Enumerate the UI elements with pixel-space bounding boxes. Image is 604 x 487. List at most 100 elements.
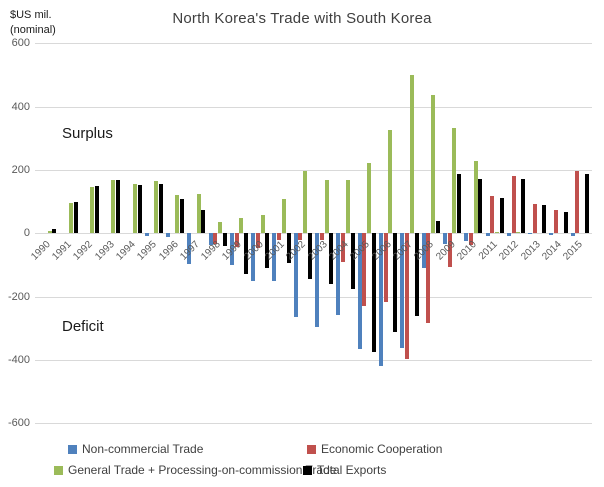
legend-label-total-exports: Total Exports: [317, 463, 387, 477]
bar-2005-series3: [371, 233, 376, 352]
bar-1995-series0: [144, 233, 149, 237]
gridline: [35, 296, 592, 298]
bar-2004-series0: [336, 233, 341, 315]
bar-2000-series0: [251, 233, 256, 281]
bar-2010-series3: [478, 178, 483, 234]
bar-1997-series2: [196, 194, 201, 234]
y-axis-tick-label: -600: [7, 417, 30, 430]
bar-2005-series1: [362, 233, 367, 307]
legend-swatch-non-commercial: [68, 445, 77, 454]
bar-2011-series3: [499, 198, 504, 234]
bar-1999-series2: [239, 218, 244, 234]
bar-2009-series3: [457, 173, 462, 234]
bar-2015-series1: [575, 170, 580, 234]
bar-2008-series3: [435, 220, 440, 234]
bar-1996-series3: [180, 198, 185, 234]
bar-2001-series3: [286, 233, 291, 264]
bar-2006-series3: [393, 233, 398, 332]
bar-1996-series2: [175, 195, 180, 234]
bar-2002-series0: [293, 233, 298, 318]
legend-item-general-trade: General Trade + Processing-on-commission…: [54, 463, 336, 477]
bar-1995-series2: [154, 180, 158, 234]
bar-1993-series2: [111, 180, 116, 234]
bar-2012-series3: [521, 179, 525, 234]
y-axis-unit-label: $US mil. (nominal): [10, 8, 56, 38]
y-axis-unit-line2: (nominal): [10, 24, 56, 36]
bar-2008-series0: [421, 233, 426, 269]
chart-title: North Korea's Trade with South Korea: [172, 10, 432, 27]
legend-label-non-commercial: Non-commercial Trade: [82, 442, 204, 456]
y-axis-tick-label: 600: [11, 37, 30, 50]
bar-2012-series0: [506, 233, 511, 236]
bar-1991-series2: [68, 203, 73, 234]
y-axis-tick-label: -400: [7, 353, 30, 366]
bar-1990-series2: [47, 230, 52, 234]
bar-2002-series3: [307, 233, 312, 280]
bar-2013-series3: [542, 205, 547, 234]
x-axis-line: [35, 233, 592, 235]
bar-2000-series2: [260, 214, 265, 234]
y-axis-tick-label: -200: [7, 290, 30, 303]
deficit-annotation: Deficit: [62, 318, 104, 335]
bar-2007-series1: [405, 233, 409, 360]
legend-swatch-economic-cooperation: [307, 445, 316, 454]
bar-2015-series3: [584, 174, 589, 234]
bar-1997-series3: [201, 209, 206, 234]
bar-1990-series3: [52, 229, 57, 234]
legend-item-non-commercial: Non-commercial Trade: [68, 442, 203, 456]
bar-1993-series3: [116, 179, 121, 234]
gridline: [35, 170, 592, 171]
bar-1996-series0: [165, 233, 170, 238]
surplus-annotation: Surplus: [62, 125, 113, 142]
bar-2011-series0: [485, 233, 490, 236]
y-axis-unit-line1: $US mil.: [10, 9, 52, 21]
bar-2012-series1: [511, 176, 516, 234]
bar-1997-series0: [187, 233, 192, 265]
bar-2001-series1: [277, 233, 282, 240]
bar-2006-series2: [388, 130, 393, 234]
bar-1992-series3: [94, 185, 99, 234]
legend-swatch-general-trade: [54, 466, 63, 475]
y-axis-tick-label: 200: [11, 164, 30, 176]
legend-label-general-trade: General Trade + Processing-on-commission…: [68, 463, 337, 477]
bar-2003-series0: [315, 233, 319, 327]
bar-2011-series2: [495, 232, 499, 234]
bar-1998-series1: [213, 233, 218, 245]
bar-2010-series1: [468, 233, 473, 245]
bar-1999-series1: [234, 233, 239, 248]
legend-label-economic-cooperation: Economic Cooperation: [321, 442, 443, 456]
bar-2011-series1: [490, 196, 495, 234]
bar-1991-series3: [73, 201, 78, 234]
y-axis-tick-label: 400: [11, 100, 30, 113]
bar-2015-series0: [570, 233, 575, 236]
gridline: [35, 423, 592, 425]
bar-1994-series2: [132, 184, 137, 234]
bar-2005-series2: [367, 162, 372, 234]
bar-1999-series3: [244, 233, 248, 274]
bar-2010-series0: [464, 233, 469, 241]
bar-2014-series0: [549, 233, 554, 235]
bar-2000-series3: [265, 233, 270, 269]
bar-1995-series3: [158, 183, 163, 234]
bar-2007-series2: [409, 75, 414, 234]
bar-2003-series1: [319, 233, 324, 240]
gridline: [35, 359, 592, 361]
bar-2014-series3: [563, 211, 568, 234]
bar-2006-series1: [383, 233, 388, 302]
bar-2004-series1: [341, 233, 346, 262]
bar-2009-series2: [452, 127, 457, 234]
bar-2001-series0: [272, 233, 277, 281]
bar-2006-series0: [378, 233, 383, 366]
bar-2007-series3: [414, 233, 419, 316]
y-axis-tick-label: 0: [23, 227, 30, 240]
bar-2013-series1: [532, 203, 537, 234]
bar-2001-series2: [281, 199, 286, 234]
bar-1994-series3: [137, 185, 142, 234]
bar-2009-series0: [442, 233, 447, 245]
bar-2000-series1: [255, 233, 260, 249]
bar-1992-series2: [90, 186, 95, 234]
bar-2008-series2: [431, 95, 435, 234]
gridline: [35, 106, 592, 108]
bar-2007-series0: [400, 233, 405, 349]
